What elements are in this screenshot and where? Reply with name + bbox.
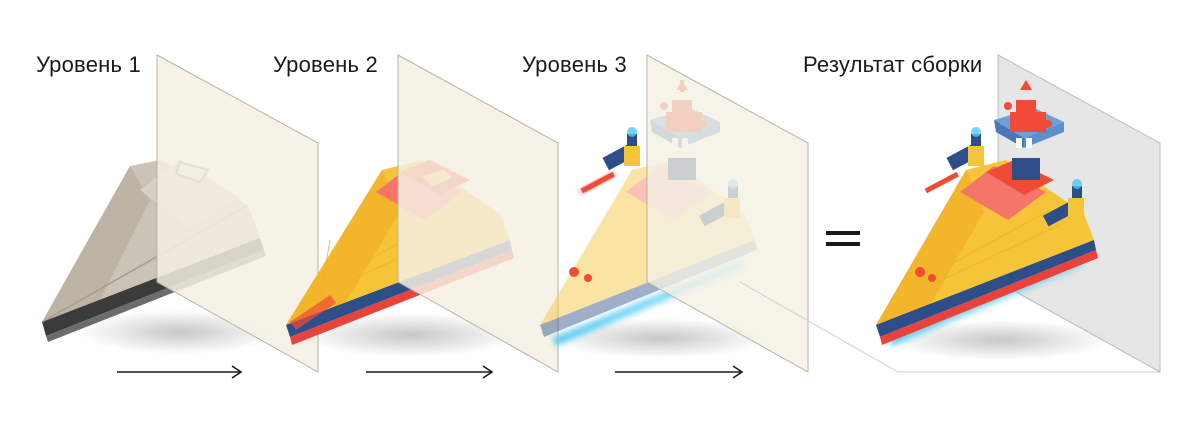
layer-panel-2 <box>397 54 559 373</box>
arrow-2 <box>366 365 494 379</box>
left-turret <box>578 127 640 195</box>
result-group <box>739 54 1161 373</box>
layer-panel-1 <box>156 54 319 373</box>
ship-shadow <box>550 318 770 358</box>
layer-panel-3 <box>646 54 809 373</box>
equals-sign <box>826 231 860 246</box>
result-right-turret <box>1042 179 1084 227</box>
assembled-ship-hull <box>876 160 1098 345</box>
red-light <box>584 274 592 282</box>
label-level-3: Уровень 3 <box>522 52 627 77</box>
ship-shadow <box>300 313 520 357</box>
red-light <box>569 267 579 277</box>
result-left-turret <box>924 127 984 194</box>
label-level-1: Уровень 1 <box>36 52 141 77</box>
floor-outline <box>739 281 1160 373</box>
arrow-3 <box>615 365 744 379</box>
label-level-2: Уровень 2 <box>273 52 378 77</box>
label-result: Результат сборки <box>803 52 983 77</box>
arrow-1 <box>117 365 243 379</box>
ship-shadow <box>890 320 1110 360</box>
result-bridge-tower <box>994 80 1064 180</box>
